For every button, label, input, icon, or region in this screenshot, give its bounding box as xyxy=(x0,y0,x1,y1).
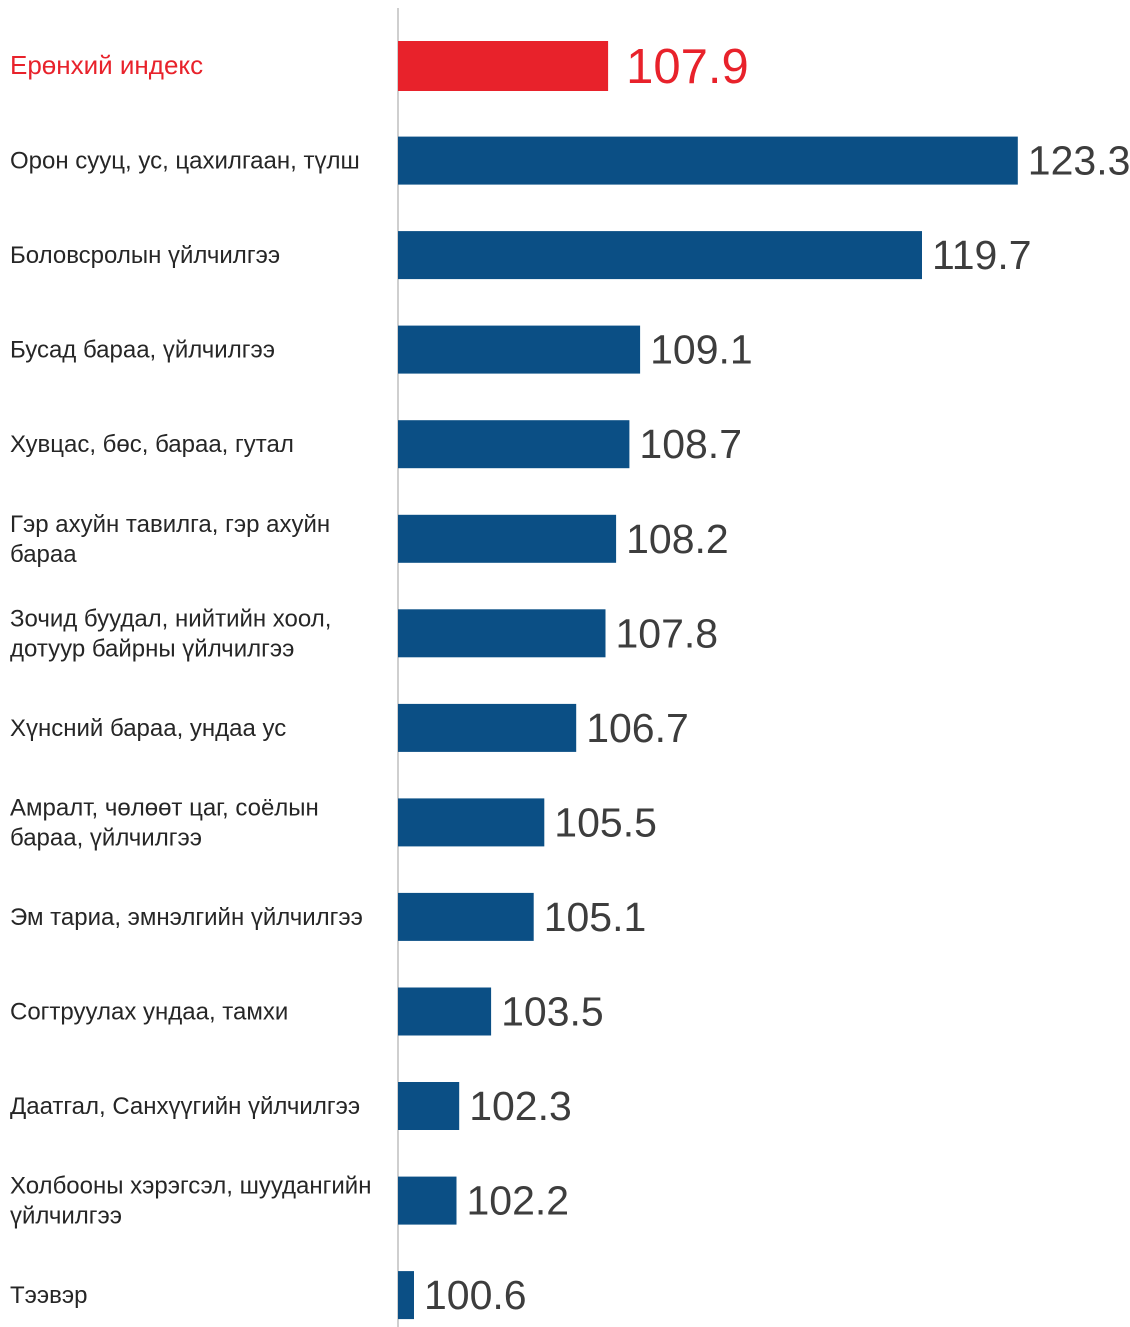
bar xyxy=(398,514,617,563)
bar xyxy=(398,798,545,847)
data-label: 100.6 xyxy=(424,1272,527,1318)
category-label: Хувцас, бөс, бараа, гутал xyxy=(10,431,294,458)
bar xyxy=(398,1082,460,1130)
category-label: Холбооны хэрэгсэл, шуудангийн үйлчилгээ xyxy=(10,1173,371,1230)
category-label: Боловсролын үйлчилгээ xyxy=(10,242,280,269)
category-label: Даатгал, Санхүүгийн үйлчилгээ xyxy=(10,1093,360,1120)
data-label: 105.5 xyxy=(554,799,657,845)
data-label: 119.7 xyxy=(932,232,1032,278)
data-label: 107.8 xyxy=(616,610,719,656)
data-label: 108.7 xyxy=(639,421,742,467)
category-label: Зочид буудал, нийтийн хоол, дотуур байрны… xyxy=(10,605,331,662)
bar xyxy=(398,892,534,941)
bar xyxy=(398,420,630,469)
category-label: Согтруулах ундаа, тамхи xyxy=(10,999,288,1026)
data-label: 107.9 xyxy=(626,40,749,94)
bar-highlight xyxy=(398,41,609,91)
bar xyxy=(398,325,641,374)
bar xyxy=(398,703,577,752)
bar xyxy=(398,987,492,1036)
bar xyxy=(398,1176,457,1225)
data-label: 106.7 xyxy=(586,705,689,751)
category-label: Амралт, чөлөөт цаг, соёлын бараа, үйлчилг… xyxy=(10,794,319,851)
data-label: 108.2 xyxy=(626,516,729,562)
category-label: Хүнсний бараа, ундаа ус xyxy=(10,715,286,742)
category-label: Гэр ахуйн тавилга, гэр ахуйн бараа xyxy=(10,511,330,568)
data-label: 105.1 xyxy=(544,894,647,940)
bar xyxy=(398,231,922,280)
data-label: 103.5 xyxy=(501,989,604,1035)
data-label: 102.3 xyxy=(469,1083,572,1129)
bar xyxy=(398,1271,414,1320)
bar xyxy=(398,136,1018,185)
data-label: 109.1 xyxy=(650,327,753,373)
category-label: Эм тариа, эмнэлгийн үйлчилгээ xyxy=(10,904,363,931)
data-label: 123.3 xyxy=(1028,138,1130,184)
data-label: 102.2 xyxy=(467,1178,570,1224)
category-label: Тээвэр xyxy=(10,1282,88,1309)
bar xyxy=(398,609,606,658)
category-label: Орон сууц, ус, цахилгаан, түлш xyxy=(10,148,360,175)
category-label: Ерөнхий индекс xyxy=(10,50,203,80)
category-label: Бусад бараа, үйлчилгээ xyxy=(10,337,275,364)
